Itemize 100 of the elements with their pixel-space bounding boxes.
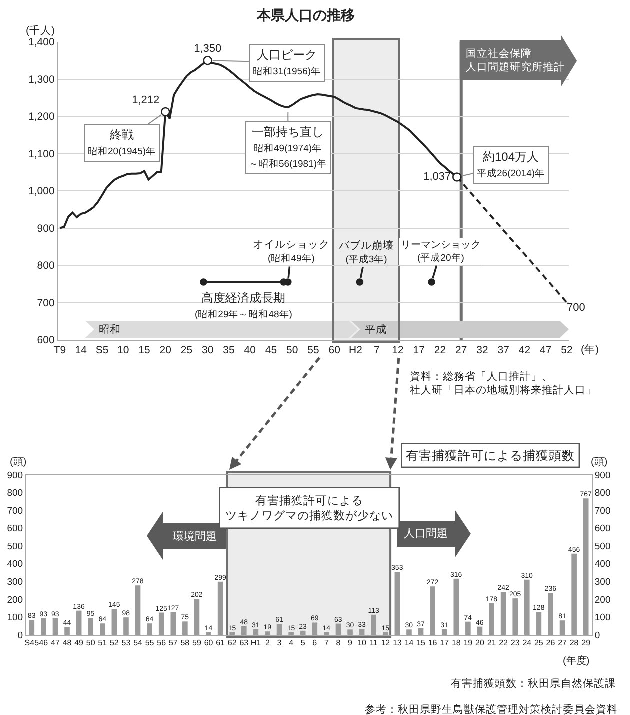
x-tick-label: 52 — [110, 638, 120, 648]
bar — [112, 609, 118, 635]
bar — [88, 618, 94, 635]
data-label: 1,037 — [424, 170, 452, 183]
annotation: 人口ピーク昭和31(1956)年 — [253, 48, 322, 78]
annotation: バブル崩壊(平成3年) — [338, 239, 394, 266]
chart-title: 本県人口の推移 — [256, 7, 355, 23]
bar — [371, 614, 377, 635]
bar — [359, 629, 365, 635]
data-label: 1,212 — [132, 94, 160, 106]
x-tick-label: 60 — [328, 344, 341, 357]
y-tick-label: 700 — [7, 506, 24, 517]
y2-tick-label: 700 — [594, 506, 611, 517]
x-tick-label: 29 — [582, 638, 592, 648]
bar — [442, 629, 448, 635]
bar — [536, 612, 542, 635]
x-tick-label: 23 — [510, 638, 520, 648]
x-tick-label: 10 — [118, 344, 130, 357]
x-tick-label: 5 — [300, 638, 306, 648]
y-tick-label: 400 — [7, 559, 24, 570]
x-tick-label: T9 — [54, 344, 66, 357]
annotation: 約104万人平成26(2014)年 — [477, 150, 546, 180]
y2-tick-label: 0 — [594, 630, 600, 642]
bar — [288, 632, 294, 635]
x-tick-label: 15 — [138, 344, 151, 357]
x-tick-label: 53 — [122, 638, 132, 648]
x-tick-label: S45 — [24, 638, 40, 648]
bar — [394, 572, 400, 635]
bar — [41, 618, 46, 635]
x-tick-label: 2 — [266, 638, 271, 648]
ref-line-label: 国立社会保障人口問題研究所推計 — [466, 47, 565, 74]
x-tick-label: 55 — [308, 344, 320, 357]
bar — [135, 586, 141, 635]
x-tick-label: 18 — [452, 638, 462, 648]
y-tick-label: 800 — [37, 260, 55, 272]
bar — [218, 582, 224, 635]
x-tick-label: 14 — [404, 638, 414, 648]
annotation: 一部持ち直し昭和49(1974)年～昭和56(1981)年 — [249, 125, 328, 170]
x-tick-label: 7 — [374, 344, 380, 357]
x-tick-label: 15 — [416, 638, 426, 648]
bar — [477, 626, 483, 635]
y-tick-label: 1,000 — [28, 186, 55, 198]
x-tick-label: 12 — [392, 344, 404, 357]
y2-tick-label: 900 — [594, 470, 611, 482]
x-tick-label: 50 — [286, 344, 298, 357]
y2-tick-label: 300 — [594, 576, 611, 588]
x-tick-label: 17 — [413, 344, 426, 357]
bar — [489, 603, 494, 635]
point — [200, 278, 208, 286]
x-tick-label: 11 — [370, 638, 379, 648]
x-tick-label: 50 — [86, 638, 96, 648]
y2-tick-label: 100 — [594, 612, 611, 624]
x-tick-label: 3 — [277, 638, 282, 648]
x-tick-label: 48 — [62, 638, 72, 648]
bar — [454, 578, 460, 635]
x-tick-label: 7 — [324, 638, 330, 648]
text: 参考：秋田県野生鳥獣保護管理対策検討委員会資料 — [365, 703, 618, 715]
x-tick-label: 47 — [540, 344, 552, 357]
y-axis-title: (千人) — [26, 24, 55, 37]
y-tick-label: 700 — [37, 297, 55, 310]
y-tick-label: 1,400 — [28, 36, 55, 49]
annotation: オイルショック(昭和49年) — [253, 239, 330, 265]
x-tick-label: 17 — [440, 638, 450, 648]
text: 資料：総務省「人口推計」、社人研「日本の地域別将来推計人口」 — [410, 370, 597, 397]
x-tick-label: 20 — [160, 344, 172, 357]
x-tick-label: 19 — [464, 638, 474, 648]
bar — [241, 626, 247, 635]
bar — [253, 629, 259, 635]
bar — [406, 630, 412, 635]
x-tick-label: 32 — [476, 344, 488, 357]
bar — [230, 632, 236, 635]
bar — [158, 612, 164, 635]
x-axis-title: (年度) — [563, 655, 590, 667]
x-tick-label: 60 — [204, 638, 214, 648]
y2-tick-label: 500 — [594, 541, 611, 552]
bar — [524, 580, 530, 635]
data-label: 1,350 — [194, 42, 222, 55]
x-tick-label: 40 — [244, 344, 256, 357]
y-tick-label: 1,300 — [28, 74, 55, 86]
y2-tick-label: 200 — [594, 594, 611, 606]
x-tick-label: 45 — [265, 344, 278, 357]
y2-tick-label: 800 — [594, 488, 611, 500]
bar — [382, 632, 388, 635]
annotation: 高度経済成長期(昭和29年～昭和48年) — [195, 291, 292, 321]
x-tick-label: 28 — [570, 638, 580, 648]
x-tick-label: 12 — [381, 638, 391, 648]
x-tick-label: 20 — [476, 638, 485, 648]
bar — [548, 593, 554, 635]
bar — [512, 598, 518, 635]
x-tick-label: 26 — [546, 638, 556, 648]
y-tick-label: 800 — [7, 488, 24, 500]
bar — [348, 630, 353, 635]
y-tick-label: 0 — [18, 630, 24, 642]
annotation: 環境問題 — [173, 530, 217, 543]
data-label: 700 — [566, 302, 586, 314]
bar — [500, 592, 506, 635]
y-tick-label: 100 — [7, 612, 24, 624]
bar — [194, 599, 200, 635]
x-tick-label: 30 — [202, 344, 214, 357]
y-tick-label: 600 — [37, 334, 55, 347]
